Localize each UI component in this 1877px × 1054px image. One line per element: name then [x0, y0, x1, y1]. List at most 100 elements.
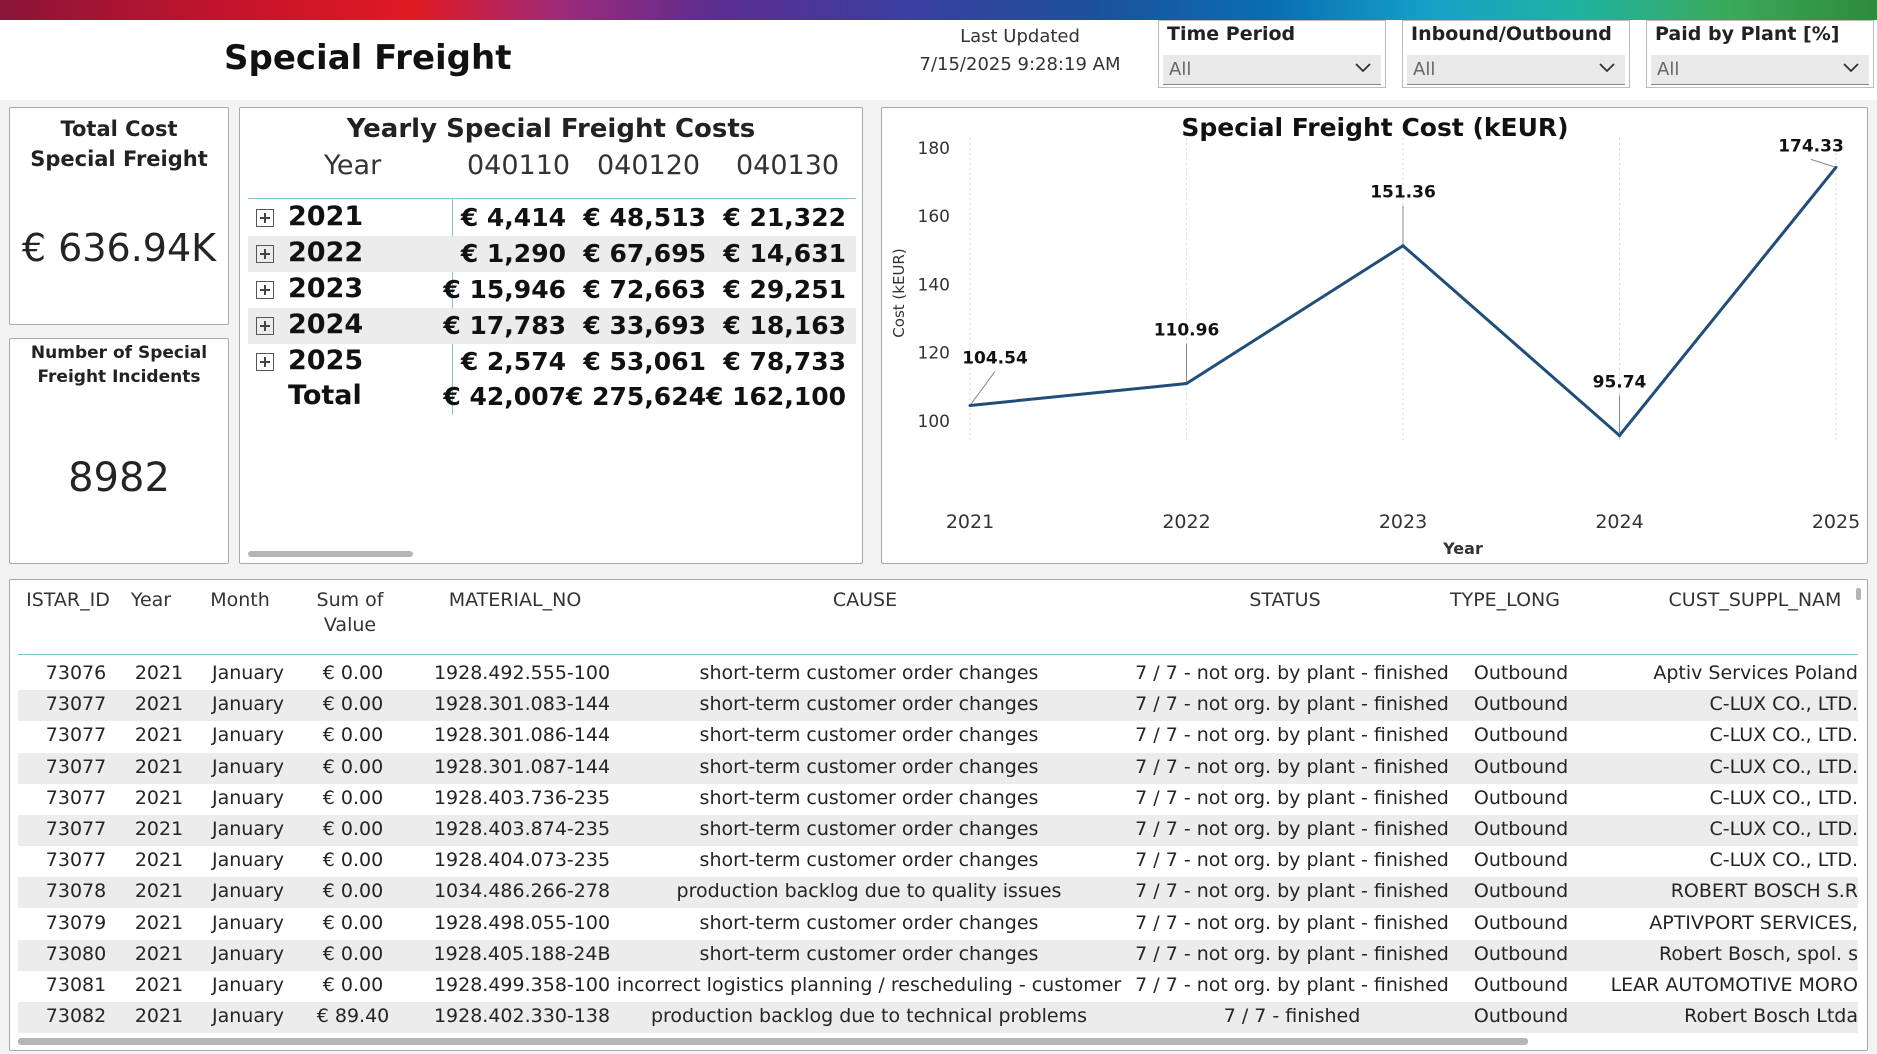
- table-cell: 2021: [134, 786, 184, 809]
- expand-icon[interactable]: [256, 209, 274, 227]
- data-label: 151.36: [1370, 183, 1436, 203]
- table-cell: 73080: [45, 942, 107, 965]
- table-cell: 73077: [45, 693, 107, 716]
- table-col-header[interactable]: MATERIAL_NO: [448, 589, 582, 611]
- data-point: [1834, 165, 1838, 169]
- table-cell: 1928.492.555-100: [433, 662, 611, 684]
- x-tick-label: 2021: [946, 511, 994, 533]
- matrix-yearly-costs[interactable]: Yearly Special Freight Costs Year 040110…: [239, 107, 863, 564]
- table-row[interactable]: 73077 2021 January € 0.00 1928.301.087-144 sh…: [18, 752, 1858, 784]
- inbound-outbound-dropdown[interactable]: All: [1407, 55, 1625, 85]
- table-col-header[interactable]: Sum of Value: [316, 589, 384, 636]
- chevron-down-icon: [1599, 63, 1615, 73]
- matrix-row[interactable]: 2022 € 1,290 € 67,695 € 14,631: [248, 236, 856, 272]
- chevron-down-icon: [1355, 63, 1371, 73]
- expand-icon[interactable]: [256, 353, 274, 371]
- table-cell: C-LUX CO., LTD.: [1709, 693, 1858, 716]
- table-row[interactable]: 73077 2021 January € 0.00 1928.403.874-235 sh…: [18, 815, 1858, 846]
- time-period-dropdown[interactable]: All: [1163, 55, 1381, 85]
- table-cell: 73076: [45, 662, 107, 684]
- table-cell: Outbound: [1473, 974, 1569, 996]
- table-col-header[interactable]: Month: [210, 589, 270, 611]
- table-col-header[interactable]: STATUS: [1249, 589, 1321, 611]
- matrix-col-header[interactable]: 040110: [467, 150, 571, 181]
- chart-special-freight-cost[interactable]: Special Freight Cost (kEUR) 100 120 140 160 1…: [881, 107, 1868, 564]
- matrix-row[interactable]: 2023 € 15,946 € 72,663 € 29,251: [248, 272, 856, 308]
- table-cell: 2021: [134, 662, 184, 684]
- matrix-total-cell: € 275,624: [566, 382, 706, 411]
- matrix-col-header[interactable]: Year: [324, 150, 382, 181]
- table-cell: Outbound: [1473, 911, 1569, 934]
- table-cell: 1928.301.083-144: [433, 693, 611, 716]
- matrix-row-year: 2021: [288, 201, 364, 232]
- matrix-row[interactable]: 2025 € 2,574 € 53,061 € 78,733: [248, 344, 856, 380]
- matrix-column-rule: [452, 199, 453, 415]
- matrix-horizontal-scrollbar[interactable]: [248, 551, 413, 557]
- expand-icon[interactable]: [256, 281, 274, 299]
- table-cell: 2021: [134, 942, 184, 965]
- table-row[interactable]: 73078 2021 January € 0.00 1034.486.266-278 pr…: [18, 877, 1858, 909]
- table-col-header[interactable]: CUST_SUPPL_NAM: [1668, 589, 1842, 611]
- table-col-header[interactable]: CAUSE: [832, 589, 898, 611]
- table-horizontal-scrollbar[interactable]: [18, 1038, 1528, 1045]
- table-cell: 1928.403.874-235: [433, 818, 611, 840]
- slicer-time-period[interactable]: Time Period All: [1158, 20, 1386, 88]
- matrix-total-cell: € 162,100: [706, 382, 846, 411]
- table-row[interactable]: 73081 2021 January € 0.00 1928.499.358-100 in…: [18, 971, 1858, 1002]
- slicer-inbound-outbound[interactable]: Inbound/Outbound All: [1402, 20, 1630, 88]
- table-cell: C-LUX CO., LTD.: [1709, 755, 1858, 778]
- data-label: 95.74: [1593, 372, 1647, 392]
- matrix-col-header[interactable]: 040130: [736, 150, 840, 181]
- x-tick-label: 2023: [1379, 511, 1427, 533]
- table-cell: Outbound: [1473, 849, 1569, 872]
- table-cell: ROBERT BOSCH S.R: [1670, 880, 1858, 903]
- matrix-header-rule: [248, 198, 856, 199]
- table-cell: January: [211, 818, 285, 840]
- x-tick-label: 2025: [1812, 511, 1860, 533]
- table-row[interactable]: 73076 2021 January € 0.00 1928.492.555-100 sh…: [18, 659, 1858, 690]
- table-row[interactable]: 73077 2021 January € 0.00 1928.301.086-144 sh…: [18, 721, 1858, 752]
- dropdown-value: All: [1657, 59, 1680, 80]
- table-col-header[interactable]: ISTAR_ID: [26, 589, 110, 611]
- kpi-value: € 636.94K: [21, 226, 217, 270]
- table-cell: 7 / 7 - not org. by plant - finished: [1135, 849, 1449, 872]
- table-cell: Aptiv Services Poland: [1653, 662, 1858, 684]
- brand-color-band: [0, 0, 1877, 20]
- table-row[interactable]: 73077 2021 January € 0.00 1928.301.083-144 sh…: [18, 690, 1858, 722]
- table-row[interactable]: 73082 2021 January € 89.40 1928.402.330-138 p…: [18, 1002, 1858, 1034]
- matrix-col-header[interactable]: 040120: [597, 150, 701, 181]
- table-col-header[interactable]: Year: [130, 589, 172, 611]
- dropdown-value: All: [1413, 59, 1436, 80]
- matrix-row[interactable]: 2021 € 4,414 € 48,513 € 21,322: [248, 200, 856, 236]
- y-tick-label: 160: [918, 207, 950, 227]
- table-cell: 7 / 7 - not org. by plant - finished: [1135, 880, 1449, 903]
- dropdown-value: All: [1169, 59, 1192, 80]
- kpi-card-incidents[interactable]: Number of Special Freight Incidents 8982: [9, 338, 229, 564]
- table-cell: Outbound: [1473, 942, 1569, 965]
- matrix-cell: € 17,783: [443, 311, 566, 340]
- table-cell: 1928.301.086-144: [433, 724, 611, 747]
- detail-table[interactable]: ISTAR_ID Year Month Sum of Value MATERIA…: [9, 579, 1868, 1051]
- table-row[interactable]: 73079 2021 January € 0.00 1928.498.055-100 sh…: [18, 909, 1858, 940]
- table-cell: 7 / 7 - not org. by plant - finished: [1135, 911, 1449, 934]
- expand-icon[interactable]: [256, 317, 274, 335]
- table-row[interactable]: 73080 2021 January € 0.00 1928.405.188-24B sh…: [18, 939, 1858, 971]
- table-col-header[interactable]: TYPE_LONG: [1450, 589, 1560, 611]
- matrix-row[interactable]: 2024 € 17,783 € 33,693 € 18,163: [248, 308, 856, 344]
- kpi-label: Number of Special Freight Incidents: [30, 343, 208, 387]
- table-cell: 1928.498.055-100: [433, 911, 611, 934]
- matrix-total-cell: € 42,007: [443, 382, 566, 411]
- paid-by-plant-dropdown[interactable]: All: [1651, 55, 1869, 85]
- table-cell: 2021: [134, 974, 184, 996]
- table-row[interactable]: 73077 2021 January € 0.00 1928.403.736-235 sh…: [18, 784, 1858, 815]
- slicer-label: Time Period: [1167, 23, 1296, 45]
- kpi-card-total-cost[interactable]: Total Cost Special Freight € 636.94K: [9, 107, 229, 325]
- data-point: [1618, 433, 1621, 437]
- table-cell: 7 / 7 - not org. by plant - finished: [1135, 786, 1449, 809]
- slicer-paid-by-plant[interactable]: Paid by Plant [%] All: [1646, 20, 1874, 88]
- matrix-row-year: 2025: [288, 345, 364, 376]
- chevron-down-icon: [1843, 63, 1859, 73]
- expand-icon[interactable]: [256, 245, 274, 263]
- table-row[interactable]: 73077 2021 January € 0.00 1928.404.073-235 sh…: [18, 846, 1858, 877]
- table-vertical-scrollbar[interactable]: [1856, 588, 1861, 600]
